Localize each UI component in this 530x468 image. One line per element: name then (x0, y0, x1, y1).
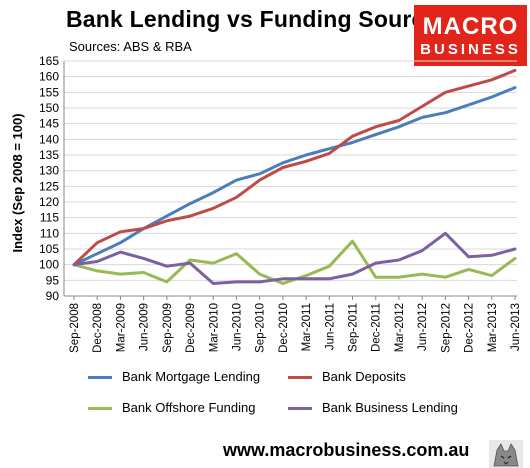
y-tick-label: 115 (40, 211, 59, 225)
x-tick-label: Dec-2011 (371, 303, 383, 352)
wolf-icon (489, 440, 523, 468)
series-lines (72, 68, 517, 285)
y-tick-label: 120 (39, 195, 59, 209)
legend-label: Bank Business Lending (322, 400, 458, 415)
series-line-2 (72, 239, 517, 285)
x-tick-label: Mar-2013 (487, 303, 499, 352)
x-tick-label: Sep-2010 (255, 303, 267, 353)
x-tick-label: Sep-2011 (348, 303, 360, 352)
legend-swatch (88, 407, 112, 410)
chart-subtitle: Sources: ABS & RBA (69, 39, 192, 54)
x-tick-label: Dec-2009 (185, 303, 197, 353)
x-tick-label: Jun-2013 (510, 303, 522, 351)
x-tick-label: Mar-2012 (394, 303, 406, 352)
series-line-3 (72, 231, 517, 285)
x-tick-label: Jun-2011 (324, 303, 336, 350)
legend-label: Bank Offshore Funding (122, 400, 256, 415)
y-tick-label: 145 (39, 117, 59, 131)
y-tick-label: 155 (39, 85, 59, 99)
footer-url: www.macrobusiness.com.au (223, 440, 470, 460)
x-tick-label: Mar-2009 (115, 303, 127, 352)
legend-swatch (288, 376, 312, 379)
y-tick-label: 130 (39, 164, 59, 178)
logo-line-1: MACRO (422, 13, 519, 40)
y-axis-label: Index (Sep 2008 = 100) (10, 113, 25, 252)
macrobusiness-logo: MACRO BUSINESS (414, 5, 527, 66)
x-tick-label: Jun-2012 (417, 303, 429, 351)
y-tick-label: 125 (39, 179, 59, 193)
legend-swatch (88, 376, 112, 379)
legend-label: Bank Mortgage Lending (122, 369, 261, 384)
y-tick-label: 100 (39, 258, 59, 272)
x-tick-label: Mar-2011 (301, 303, 313, 351)
x-tick-label: Dec-2012 (464, 303, 476, 353)
x-tick-label: Sep-2012 (440, 303, 452, 353)
x-tick-label: Jun-2010 (231, 303, 243, 351)
x-tick-label: Mar-2010 (208, 303, 220, 352)
y-tick-label: 160 (39, 70, 59, 84)
y-tick-label: 150 (39, 101, 59, 115)
series-line-1 (72, 68, 517, 267)
y-tick-label: 90 (46, 289, 60, 303)
logo-line-2: BUSINESS (420, 41, 521, 58)
legend-label: Bank Deposits (322, 369, 406, 384)
chart-title: Bank Lending vs Funding Sources (66, 6, 451, 32)
x-tick-label: Sep-2009 (162, 303, 174, 353)
y-tick-label: 95 (46, 273, 60, 287)
legend-swatch (288, 407, 312, 410)
y-tick-label: 140 (39, 132, 59, 146)
gridlines (64, 60, 517, 297)
y-tick-label: 135 (39, 148, 59, 162)
axes (63, 61, 517, 300)
y-tick-label: 105 (39, 242, 59, 256)
x-tick-label: Jun-2009 (139, 303, 151, 351)
y-tick-label: 110 (40, 226, 59, 240)
x-tick-label: Sep-2008 (69, 303, 81, 353)
y-tick-label: 165 (39, 54, 59, 68)
x-tick-label: Dec-2010 (278, 303, 290, 353)
x-tick-label: Dec-2008 (92, 303, 104, 353)
